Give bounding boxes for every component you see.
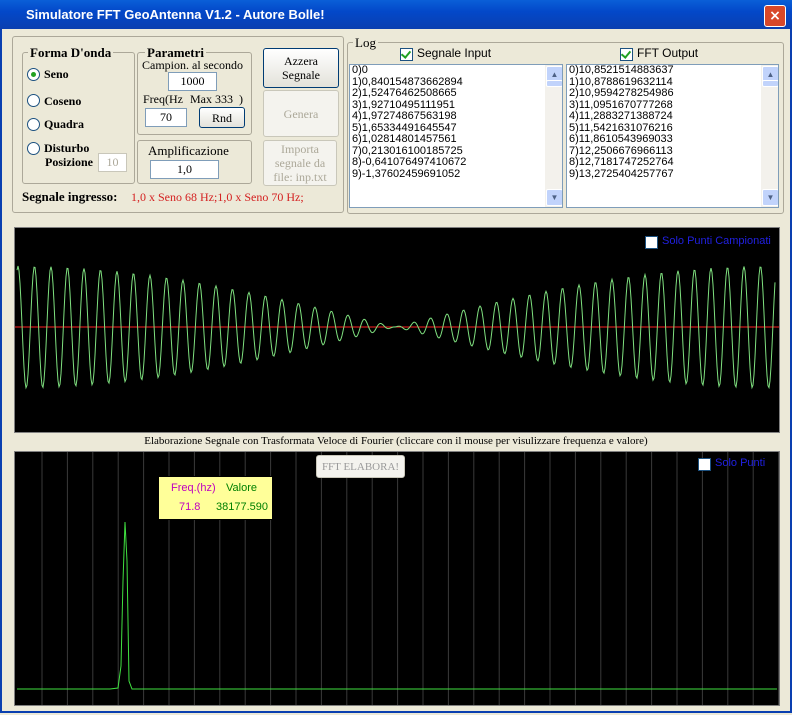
radio-label: Seno [44,67,69,81]
radio-label: Disturbo [44,141,90,155]
list-row[interactable]: 3)1,92710495111951 [352,98,455,111]
amplification-group [137,140,252,184]
only-points-checkbox[interactable] [698,458,711,471]
radio-disturbo[interactable] [27,142,40,155]
radio-quadra[interactable] [27,118,40,131]
output-checkbox-label: FFT Output [637,46,699,60]
list-row[interactable]: 7)0,213016100185725 [352,144,463,157]
max-label: Max 333 ) [190,92,243,106]
sample-input[interactable]: 1000 [168,72,217,91]
input-checkbox[interactable] [400,48,413,61]
radio-label: Coseno [44,94,82,108]
log-group [347,42,784,214]
sampled-label: Solo Punti Campionati [662,235,771,247]
plot-background [14,227,780,433]
freq-input[interactable]: 70 [145,108,187,127]
fft-caption: Elaborazione Segnale con Trasformata Vel… [144,435,648,447]
radio-label: Quadra [44,117,85,131]
scrollbar[interactable]: ▲ ▼ [545,65,562,207]
list-row[interactable]: 3)11,0951670777268 [569,98,673,111]
list-row[interactable]: 4)1,97274867563198 [352,110,457,122]
tooltip-freq: 71.8 [179,501,201,513]
spectrum-line [17,521,777,690]
window-title: Simulatore FFT GeoAntenna V1.2 - Autore … [26,7,325,22]
sample-label: Campion. al secondo [142,58,243,72]
parameters-title: Parametri [145,45,207,61]
fft-plot[interactable] [14,451,780,706]
tooltip: Freq.(hz) Valore 71.8 38177.590 [158,476,273,520]
radio-coseno[interactable] [27,94,40,107]
list-row[interactable]: 2)10,9594278254986 [569,87,674,99]
radio-seno[interactable] [27,68,40,81]
list-row[interactable]: 0)0 [352,64,368,76]
scroll-thumb[interactable] [546,80,562,87]
tooltip-value-label: Valore [226,482,257,494]
list-row[interactable]: 9)13,2725404257767 [569,167,674,180]
amplification-title: Amplificazione [148,143,229,158]
list-row[interactable]: 7)12,2506676966113 [569,144,673,157]
list-row[interactable]: 6)1,02814801457561 [352,133,457,145]
tooltip-value: 38177.590 [216,501,268,513]
tooltip-freq-label: Freq.(hz) [171,482,216,494]
scroll-down[interactable]: ▼ [546,189,562,206]
log-title: Log [353,35,378,51]
signal-wave [16,265,776,390]
signal-plot[interactable] [14,227,780,433]
scrollbar[interactable]: ▲ ▼ [761,65,778,207]
list-row[interactable]: 9)-1,37602459691052 [352,167,461,180]
list-row[interactable]: 5)11,5421631076216 [569,121,673,134]
list-row[interactable]: 1)0,840154873662894 [352,75,463,88]
sampled-checkbox[interactable] [645,236,658,249]
rnd-button[interactable]: Rnd [199,107,245,128]
position-input[interactable]: 10 [98,153,127,172]
position-label: Posizione [45,155,93,169]
list-row[interactable]: 5)1,65334491645547 [352,121,457,134]
input-signal-label: Segnale ingresso: [22,189,118,204]
generate-button[interactable]: Genera [263,90,339,137]
fft-button[interactable]: FFT ELABORA! [316,455,405,478]
scroll-down[interactable]: ▼ [762,189,778,206]
output-list[interactable]: ▲ ▼ 0)10,8521514883637 1)10,8788619632114 2… [566,64,779,208]
only-points-label: Solo Punti [715,457,766,469]
list-row[interactable]: 1)10,8788619632114 [569,75,673,88]
amplification-input[interactable]: 1,0 [150,160,219,179]
list-row[interactable]: 6)11,8610543969033 [569,133,673,145]
reset-button[interactable]: Azzera Segnale [263,48,339,88]
close-button[interactable]: × [764,5,786,27]
input-signal-value: 1,0 x Seno 68 Hz;1,0 x Seno 70 Hz; [131,190,304,204]
freq-label: Freq(Hz [143,92,183,106]
list-row[interactable]: 2)1,52476462508665 [352,87,457,99]
list-row[interactable]: 4)11,2883271388724 [569,110,673,122]
waveform-title: Forma D'onda [28,45,114,61]
list-row[interactable]: 8)-0,641076497410672 [352,156,467,168]
import-button[interactable]: Importa segnale da file: inp.txt [263,140,337,186]
list-row[interactable]: 8)12,7181747252764 [569,156,674,168]
list-row[interactable]: 0)10,8521514883637 [569,64,674,76]
grid [41,452,780,705]
input-list[interactable]: ▲ ▼ 0)0 1)0,840154873662894 2)1,52476462508… [349,64,563,208]
output-checkbox[interactable] [620,48,633,61]
input-checkbox-label: Segnale Input [417,46,492,60]
window-frame [0,29,792,713]
controls-group [12,36,344,213]
title-bar: Simulatore FFT GeoAntenna V1.2 - Autore … [0,0,792,29]
scroll-thumb[interactable] [762,80,778,87]
